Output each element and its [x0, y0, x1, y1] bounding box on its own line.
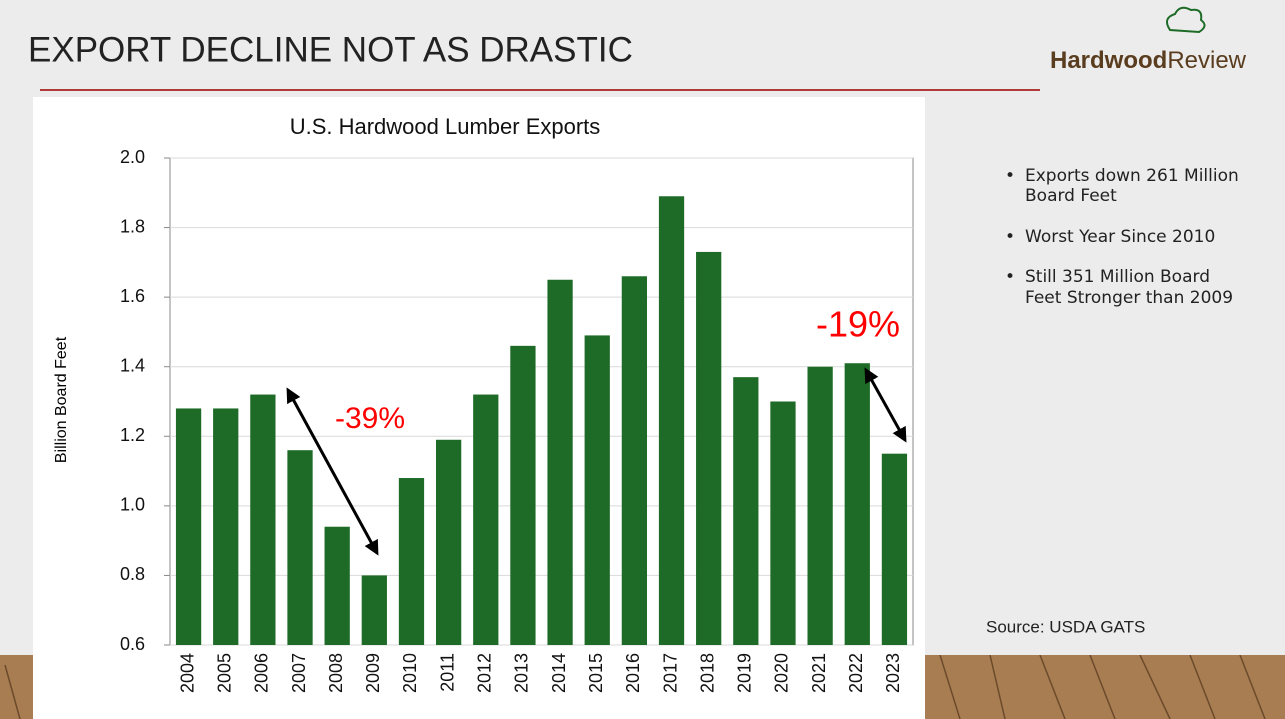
bar [659, 196, 684, 645]
bullet-text: Exports down 261 Million Board Feet [1025, 166, 1239, 206]
x-tick-label: 2007 [289, 653, 309, 693]
logo-light: Review [1167, 47, 1246, 74]
bar [250, 395, 275, 645]
logo: HardwoodReview [1050, 47, 1247, 74]
bar [362, 575, 387, 645]
bullet-dot: • [1005, 267, 1015, 287]
bar [770, 402, 795, 646]
x-tick-label: 2023 [883, 653, 903, 693]
bar [807, 367, 832, 645]
y-tick-label: 0.8 [120, 564, 145, 584]
x-tick-label: 2022 [846, 653, 866, 693]
x-tick-label: 2012 [475, 653, 495, 693]
y-tick-label: 2.0 [120, 147, 145, 167]
y-tick-label: 1.0 [120, 495, 145, 515]
bullet-text: Still 351 Million Board Feet Stronger th… [1025, 267, 1233, 307]
source: Source: USDA GATS [986, 617, 1145, 636]
x-tick-label: 2006 [252, 653, 272, 693]
x-tick-label: 2010 [400, 653, 420, 693]
bar [510, 346, 535, 645]
bar [436, 440, 461, 645]
bullet: • Still 351 Million Board Feet Stronger t… [1005, 267, 1250, 308]
annotation: -19% [816, 304, 900, 345]
bar [882, 454, 907, 645]
slide: EXPORT DECLINE NOT AS DRASTIC HardwoodRe… [0, 0, 1285, 719]
y-tick-label: 1.6 [120, 286, 145, 306]
y-tick-label: 1.2 [120, 425, 145, 445]
bar [287, 450, 312, 645]
x-tick-label: 2016 [623, 653, 643, 693]
x-tick-label: 2015 [586, 653, 606, 693]
bullet: • Exports down 261 Million Board Feet [1005, 166, 1250, 207]
annotation: -39% [335, 402, 405, 435]
x-tick-label: 2021 [809, 653, 829, 693]
bar [547, 280, 572, 645]
slide-title: EXPORT DECLINE NOT AS DRASTIC [28, 30, 633, 69]
x-tick-label: 2013 [512, 653, 532, 693]
bar [325, 527, 350, 645]
y-tick-label: 0.6 [120, 634, 145, 654]
x-tick-label: 2004 [177, 653, 197, 693]
y-tick-label: 1.8 [120, 216, 145, 236]
x-tick-label: 2017 [660, 653, 680, 693]
chart-title: U.S. Hardwood Lumber Exports [290, 114, 601, 139]
x-tick-label: 2019 [735, 653, 755, 693]
bar [473, 395, 498, 645]
y-axis-label: Billion Board Feet [53, 336, 70, 463]
bullet: • Worst Year Since 2010 [1005, 227, 1250, 247]
x-tick-label: 2008 [326, 653, 346, 693]
logo-bold: Hardwood [1050, 47, 1167, 74]
bullet-list: • Exports down 261 Million Board Feet • Wor… [1005, 166, 1250, 328]
x-tick-label: 2020 [772, 653, 792, 693]
bar [585, 335, 610, 645]
bar [213, 408, 238, 645]
x-tick-label: 2014 [549, 653, 569, 693]
x-tick-label: 2011 [437, 653, 457, 692]
bar [399, 478, 424, 645]
bullet-dot: • [1005, 227, 1015, 247]
x-tick-label: 2018 [697, 653, 717, 693]
x-tick-label: 2009 [363, 653, 383, 693]
x-tick-label: 2005 [214, 653, 234, 693]
y-tick-label: 1.4 [120, 355, 145, 375]
bar [622, 276, 647, 645]
bar [696, 252, 721, 645]
bar [176, 408, 201, 645]
bullet-text: Worst Year Since 2010 [1025, 227, 1215, 247]
page: {"header": {"title": "EXPORT DECLINE NOT… [0, 0, 1285, 719]
bar [845, 363, 870, 645]
bullet-dot: • [1005, 166, 1015, 186]
bar [733, 377, 758, 645]
